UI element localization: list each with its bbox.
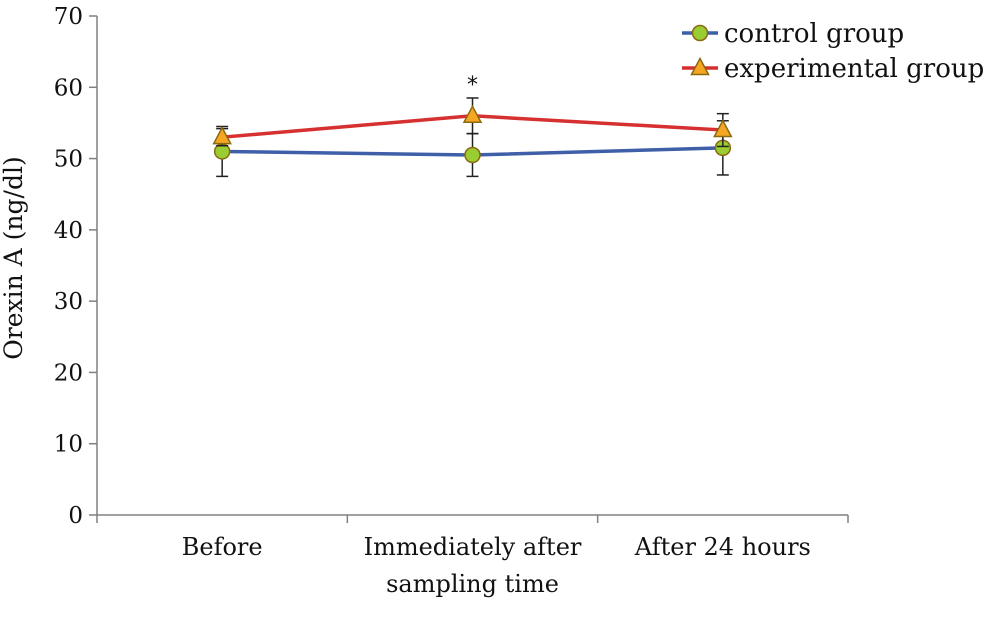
x-category-label: Before (182, 533, 263, 561)
y-tick-label: 30 (54, 289, 83, 315)
series-experimental-group (212, 97, 733, 148)
y-axis-label: Orexin A (ng/dl) (0, 156, 28, 359)
series-layer (212, 97, 733, 178)
y-tick-label: 60 (54, 75, 83, 101)
data-point (462, 104, 483, 124)
y-tick-label: 20 (54, 360, 83, 386)
y-tick-label: 70 (54, 4, 83, 30)
y-tick-label: 0 (68, 503, 83, 529)
legend-item: experimental group (682, 54, 984, 84)
x-category-label: sampling time (386, 570, 559, 598)
data-point (212, 126, 232, 145)
legend-marker (690, 56, 710, 76)
x-category-label: Immediately after (364, 533, 582, 561)
data-point (713, 118, 733, 138)
legend: control group experimental group (682, 19, 984, 84)
y-tick-label: 40 (54, 218, 83, 244)
axes (89, 15, 849, 523)
significance-asterisk: * (467, 73, 478, 98)
y-tick-label: 10 (54, 432, 83, 458)
legend-label: control group (724, 19, 904, 49)
x-category-label: After 24 hours (634, 533, 811, 561)
legend-marker (691, 24, 709, 42)
y-tick-labels: 0 10 20 30 40 50 60 70 (54, 4, 83, 529)
legend-item: control group (682, 19, 904, 49)
x-category-labels: Before Immediately after sampling time Afte… (182, 533, 811, 598)
series-control-group (213, 120, 732, 178)
legend-label: experimental group (724, 54, 984, 84)
annotations: * (467, 73, 478, 98)
data-point (464, 146, 481, 164)
y-tick-label: 50 (54, 147, 83, 173)
